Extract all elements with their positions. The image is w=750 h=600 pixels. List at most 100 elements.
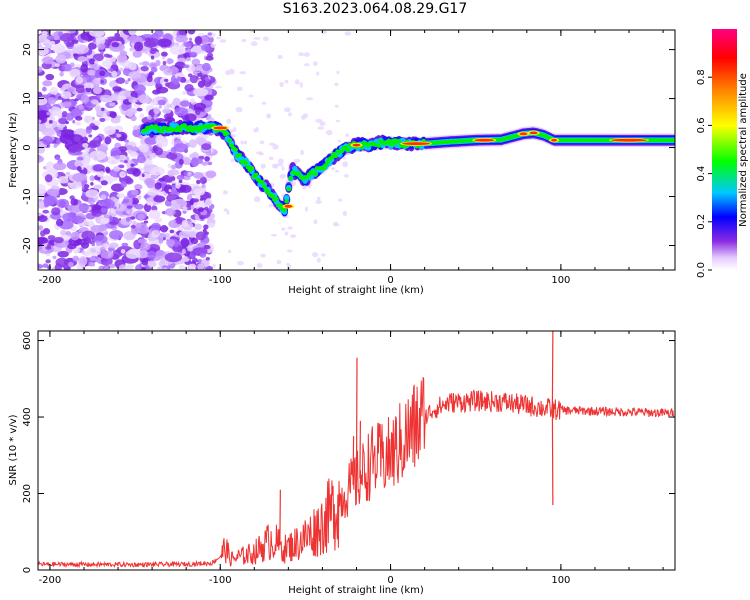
noise-blob xyxy=(42,263,49,268)
noise-blob xyxy=(164,208,176,216)
noise-blob xyxy=(255,127,259,133)
ridge-cell xyxy=(325,160,330,165)
noise-blob xyxy=(288,112,292,117)
noise-blob xyxy=(114,155,120,160)
noise-blob xyxy=(268,203,275,208)
ridge-cell xyxy=(304,175,310,180)
noise-blob xyxy=(146,179,155,189)
ridge-cell xyxy=(186,128,191,133)
noise-blob xyxy=(210,43,217,48)
noise-blob xyxy=(195,231,207,241)
noise-blob xyxy=(146,189,158,196)
noise-blob xyxy=(189,51,198,58)
noise-blob xyxy=(161,51,168,57)
noise-blob xyxy=(38,236,49,244)
ridge-cell xyxy=(227,138,232,143)
noise-blob xyxy=(337,139,342,143)
noise-blob xyxy=(253,37,261,40)
noise-blob xyxy=(163,267,168,270)
noise-blob xyxy=(98,224,108,232)
ridge-cell xyxy=(333,154,339,159)
noise-blob xyxy=(335,119,340,123)
noise-blob xyxy=(45,73,55,81)
noise-blob xyxy=(38,66,43,73)
noise-blob xyxy=(92,77,101,85)
noise-blob xyxy=(281,227,286,231)
noise-blob xyxy=(190,98,195,104)
noise-blob xyxy=(65,171,71,176)
noise-blob xyxy=(315,118,323,123)
ridge-cell xyxy=(321,166,326,171)
noise-blob xyxy=(266,113,272,119)
noise-blob xyxy=(104,214,109,219)
noise-blob xyxy=(125,264,133,270)
noise-blob xyxy=(150,102,157,106)
noise-blob xyxy=(38,97,48,106)
noise-blob xyxy=(60,91,72,99)
noise-blob xyxy=(182,41,192,48)
noise-blob xyxy=(93,234,108,244)
noise-blob xyxy=(78,256,88,266)
noise-blob xyxy=(193,102,207,111)
noise-blob xyxy=(210,147,214,153)
noise-blob xyxy=(153,107,161,115)
noise-blob xyxy=(194,35,203,45)
noise-blob xyxy=(317,126,325,130)
noise-blob xyxy=(107,198,112,204)
ridge-cell xyxy=(386,138,392,143)
noise-blob xyxy=(95,241,103,247)
noise-blob xyxy=(193,188,206,196)
noise-blob xyxy=(87,246,102,257)
noise-blob xyxy=(154,217,163,223)
colorbar-label: Normalized spectral amplitude xyxy=(738,73,749,227)
noise-blob xyxy=(87,69,97,76)
ridge-core xyxy=(611,138,648,142)
noise-blob xyxy=(132,128,142,138)
ridge-cell xyxy=(261,184,267,189)
noise-blob xyxy=(120,181,128,188)
noise-blob xyxy=(284,107,291,113)
noise-blob xyxy=(175,34,189,43)
heatmap-ridge xyxy=(139,119,675,218)
noise-blob xyxy=(44,195,58,205)
ridge-core xyxy=(474,138,495,142)
noise-blob xyxy=(176,135,182,139)
noise-blob xyxy=(216,36,222,40)
noise-blob xyxy=(132,168,141,177)
ridge-cell xyxy=(224,131,230,136)
noise-blob xyxy=(135,222,143,229)
noise-blob xyxy=(207,161,213,166)
noise-blob xyxy=(123,196,130,200)
noise-blob xyxy=(97,43,106,50)
noise-blob xyxy=(75,115,83,121)
noise-blob xyxy=(243,140,248,145)
noise-blob xyxy=(154,182,162,190)
noise-blob xyxy=(148,209,161,220)
noise-blob xyxy=(212,263,216,268)
noise-blob xyxy=(151,230,161,238)
noise-blob xyxy=(96,169,105,178)
noise-blob xyxy=(181,91,187,95)
noise-blob xyxy=(199,252,207,258)
noise-blob xyxy=(41,127,55,137)
noise-blob xyxy=(187,73,193,78)
top-ylabel: Frequency (Hz) xyxy=(8,112,19,188)
ridge-cell xyxy=(672,138,675,143)
noise-blob xyxy=(162,108,172,114)
ridge-cell xyxy=(288,175,294,180)
ridge-core xyxy=(551,138,558,142)
ridge-cell xyxy=(249,166,255,171)
noise-blob xyxy=(130,197,140,205)
noise-blob xyxy=(91,242,96,247)
noise-blob xyxy=(157,138,169,148)
noise-blob xyxy=(281,166,285,171)
noise-blob xyxy=(153,195,166,203)
ridge-cell xyxy=(345,147,351,152)
noise-blob xyxy=(128,62,137,71)
noise-blob xyxy=(183,175,191,181)
snr-series xyxy=(38,377,675,569)
noise-blob xyxy=(95,105,101,113)
noise-blob xyxy=(85,126,93,134)
noise-blob xyxy=(237,260,244,266)
